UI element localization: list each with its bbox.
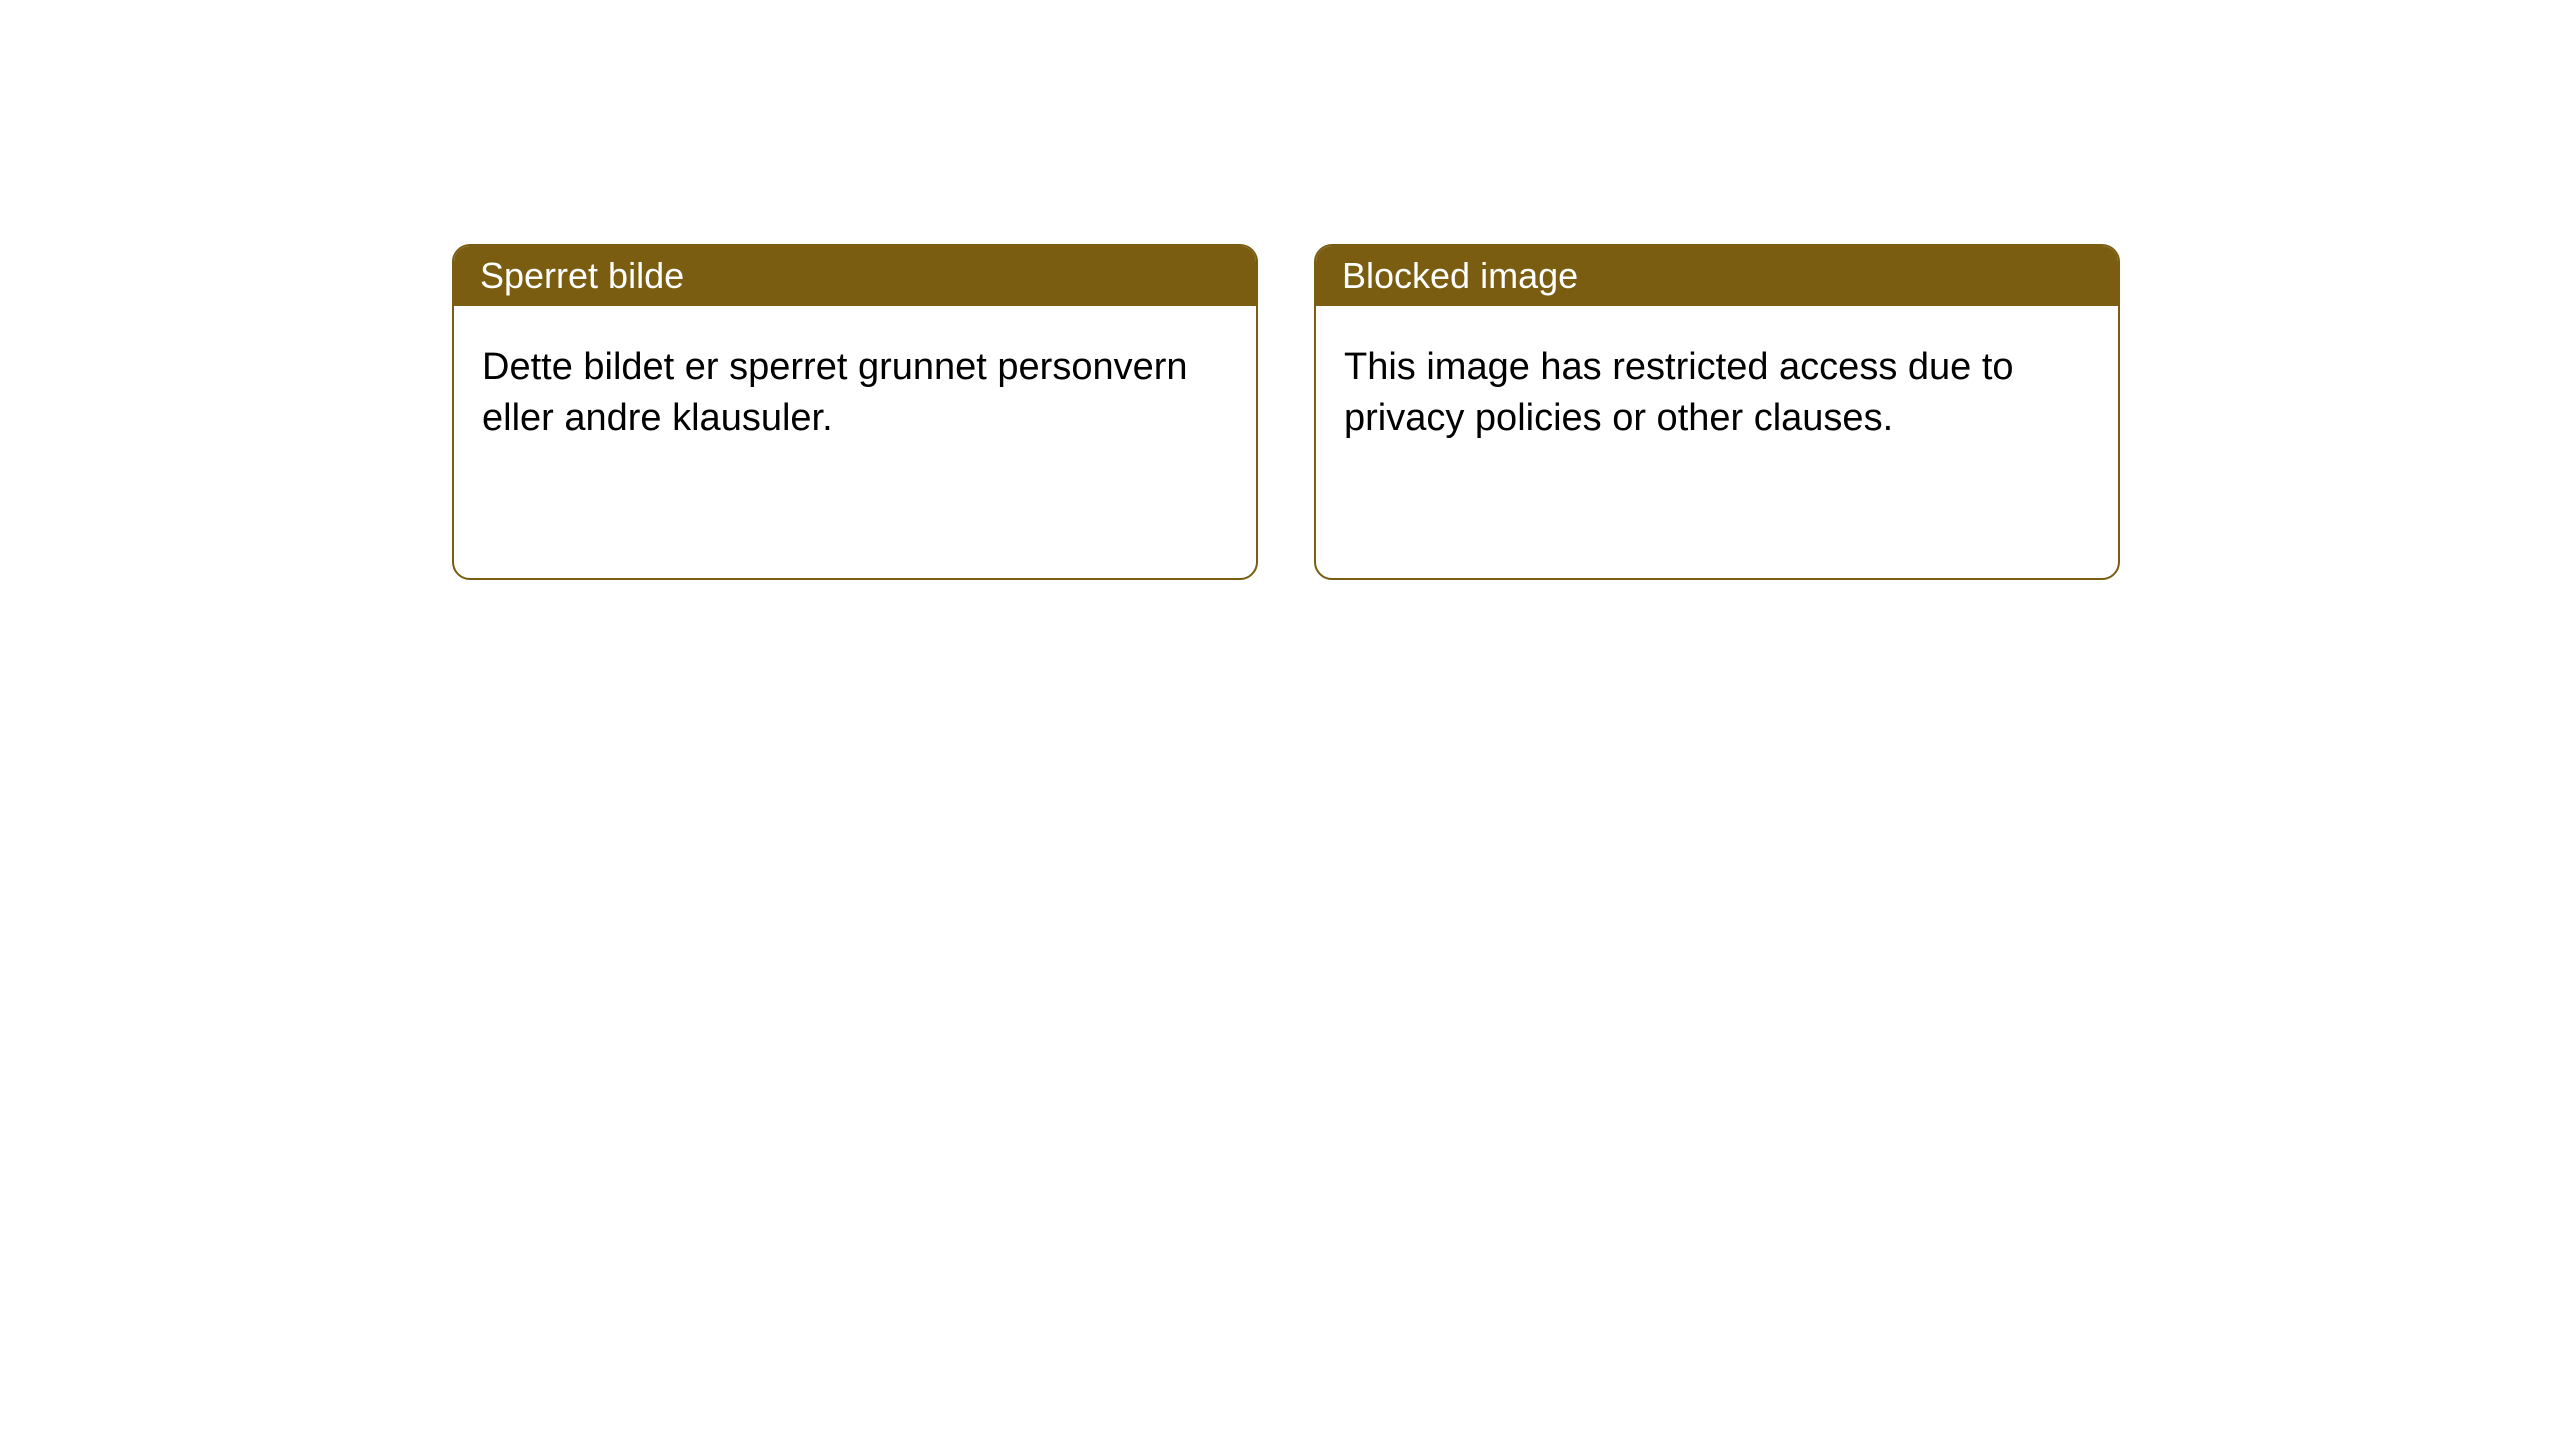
notice-container: Sperret bilde Dette bildet er sperret gr…	[0, 0, 2560, 580]
notice-title-en: Blocked image	[1342, 255, 1578, 297]
notice-box-no: Sperret bilde Dette bildet er sperret gr…	[452, 244, 1258, 580]
notice-message-no: Dette bildet er sperret grunnet personve…	[482, 346, 1188, 439]
notice-body-no: Dette bildet er sperret grunnet personve…	[454, 306, 1256, 473]
notice-header-en: Blocked image	[1316, 246, 2118, 306]
notice-header-no: Sperret bilde	[454, 246, 1256, 306]
notice-body-en: This image has restricted access due to …	[1316, 306, 2118, 473]
notice-title-no: Sperret bilde	[480, 255, 684, 297]
notice-box-en: Blocked image This image has restricted …	[1314, 244, 2120, 580]
notice-message-en: This image has restricted access due to …	[1344, 346, 2014, 439]
